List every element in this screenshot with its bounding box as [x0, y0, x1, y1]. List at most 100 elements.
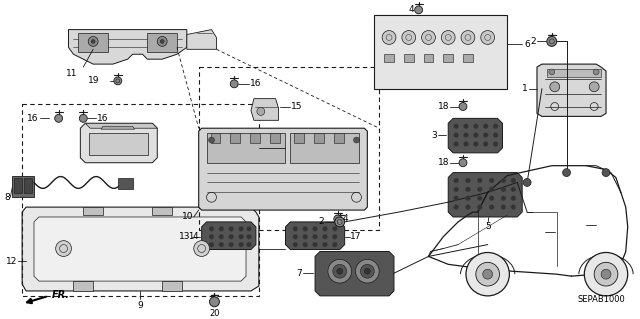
Bar: [22, 104, 259, 296]
Circle shape: [523, 179, 531, 186]
Circle shape: [463, 142, 468, 146]
Circle shape: [501, 187, 506, 192]
Polygon shape: [74, 281, 93, 291]
Circle shape: [454, 142, 459, 146]
Circle shape: [463, 124, 468, 129]
Circle shape: [228, 234, 234, 239]
Bar: [250, 133, 260, 143]
Text: 2: 2: [318, 218, 324, 226]
Circle shape: [511, 178, 516, 183]
Circle shape: [332, 234, 337, 239]
Circle shape: [382, 31, 396, 44]
Bar: [547, 69, 601, 77]
Text: 16: 16: [250, 79, 262, 88]
Circle shape: [209, 242, 214, 247]
Circle shape: [465, 205, 470, 210]
Circle shape: [219, 226, 224, 231]
Polygon shape: [537, 64, 606, 116]
Circle shape: [549, 69, 555, 75]
Circle shape: [335, 217, 345, 227]
Circle shape: [333, 264, 347, 278]
Polygon shape: [118, 178, 132, 189]
Bar: [294, 133, 304, 143]
Circle shape: [563, 169, 570, 176]
Text: 13: 13: [179, 232, 191, 241]
Text: 4: 4: [408, 5, 413, 14]
Circle shape: [114, 77, 122, 85]
Text: 2: 2: [531, 37, 536, 46]
Bar: [14, 178, 22, 193]
Circle shape: [334, 215, 342, 223]
Circle shape: [474, 133, 478, 137]
Circle shape: [483, 269, 493, 279]
Bar: [198, 67, 379, 230]
Polygon shape: [83, 207, 103, 215]
Bar: [89, 133, 148, 155]
Bar: [78, 33, 108, 52]
Text: 8: 8: [4, 193, 10, 202]
Circle shape: [483, 133, 488, 137]
Circle shape: [209, 234, 214, 239]
Circle shape: [56, 241, 72, 256]
Circle shape: [293, 226, 298, 231]
Bar: [334, 133, 344, 143]
Polygon shape: [198, 128, 367, 210]
Circle shape: [483, 142, 488, 146]
Circle shape: [239, 242, 244, 247]
Circle shape: [459, 103, 467, 110]
Text: 20: 20: [209, 309, 220, 318]
Circle shape: [477, 205, 483, 210]
Circle shape: [465, 187, 470, 192]
Polygon shape: [22, 207, 259, 291]
Circle shape: [194, 241, 209, 256]
Text: 6: 6: [524, 40, 530, 49]
Circle shape: [493, 124, 498, 129]
Circle shape: [474, 142, 478, 146]
Bar: [211, 133, 220, 143]
Circle shape: [489, 178, 494, 183]
Polygon shape: [12, 175, 34, 197]
Text: 14: 14: [188, 232, 198, 241]
Circle shape: [459, 159, 467, 167]
Circle shape: [442, 31, 455, 44]
Circle shape: [246, 242, 252, 247]
Circle shape: [483, 124, 488, 129]
Circle shape: [476, 262, 499, 286]
Circle shape: [246, 226, 252, 231]
Circle shape: [303, 242, 308, 247]
Circle shape: [219, 242, 224, 247]
Circle shape: [463, 133, 468, 137]
Circle shape: [91, 40, 95, 43]
Bar: [404, 54, 413, 62]
Polygon shape: [187, 30, 216, 49]
Text: 3: 3: [431, 130, 437, 140]
Circle shape: [323, 242, 328, 247]
Text: 16: 16: [97, 114, 109, 123]
Bar: [314, 133, 324, 143]
Circle shape: [584, 252, 628, 296]
Circle shape: [323, 226, 328, 231]
Circle shape: [353, 137, 360, 143]
Circle shape: [328, 259, 351, 283]
Circle shape: [489, 187, 494, 192]
Circle shape: [332, 226, 337, 231]
Circle shape: [209, 226, 214, 231]
Text: 10: 10: [182, 212, 194, 221]
Circle shape: [332, 242, 337, 247]
Polygon shape: [162, 281, 182, 291]
Circle shape: [454, 133, 459, 137]
Circle shape: [239, 234, 244, 239]
Circle shape: [493, 133, 498, 137]
Circle shape: [246, 234, 252, 239]
Circle shape: [219, 234, 224, 239]
Bar: [374, 15, 508, 89]
Text: 4: 4: [342, 214, 348, 223]
Text: SEPAB1000: SEPAB1000: [578, 295, 626, 304]
Circle shape: [594, 262, 618, 286]
Circle shape: [160, 40, 164, 43]
Text: FR.: FR.: [52, 290, 70, 300]
Bar: [147, 33, 177, 52]
Text: 11: 11: [66, 69, 77, 78]
Circle shape: [454, 124, 459, 129]
Polygon shape: [291, 133, 360, 163]
